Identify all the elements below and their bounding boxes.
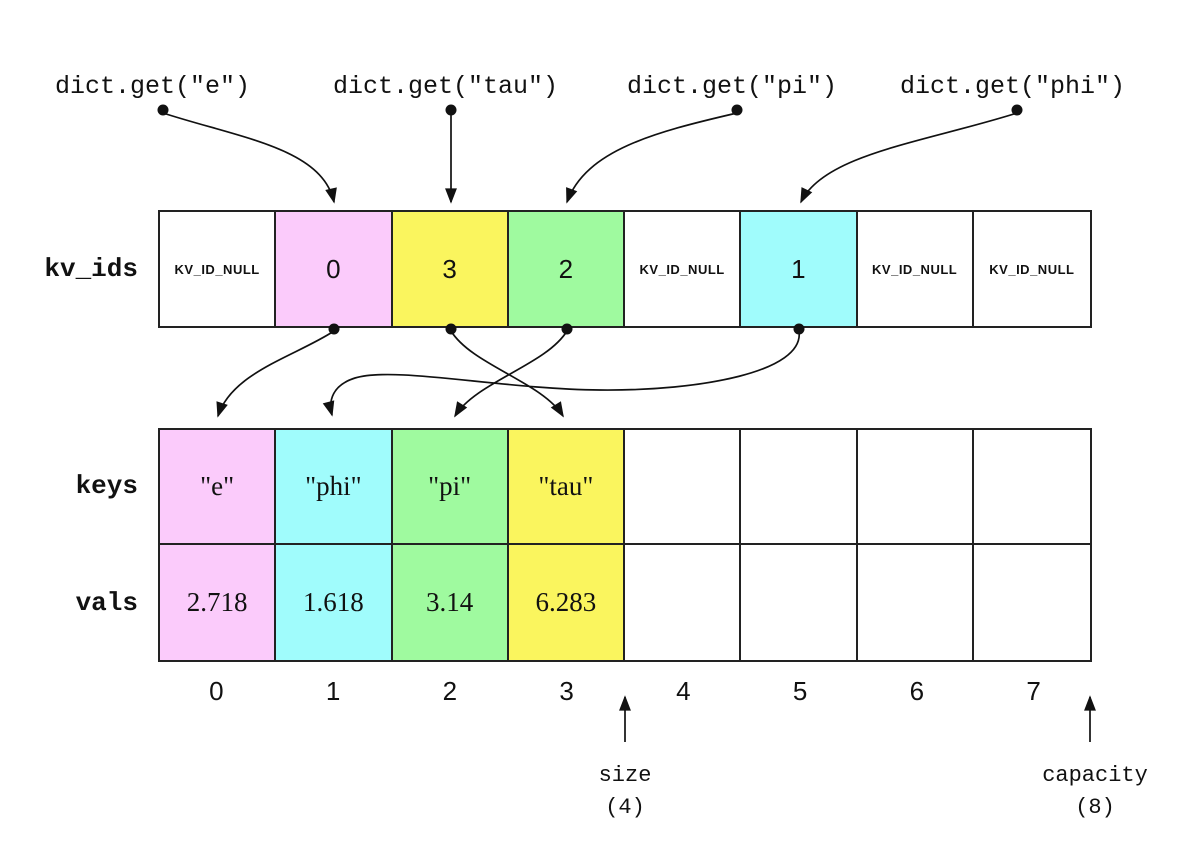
index-label-6: 6 bbox=[909, 676, 925, 706]
query-dot-phi bbox=[1011, 104, 1023, 116]
query-dot-e bbox=[157, 104, 169, 116]
keys-cell-1-value: "phi" bbox=[305, 471, 362, 501]
kv-ids-cell-2: 3 bbox=[392, 212, 509, 326]
kv-ids-row-label: kv_ids bbox=[44, 254, 138, 284]
index-label-7: 7 bbox=[1026, 676, 1041, 706]
query-label-phi: dict.get("phi") bbox=[900, 72, 1126, 101]
vals-cell-7 bbox=[973, 545, 1090, 660]
index-label-4: 4 bbox=[676, 676, 691, 706]
vals-cell-4 bbox=[625, 545, 742, 660]
keys-cell-7 bbox=[973, 430, 1090, 545]
keys-cell-2-value: "pi" bbox=[428, 471, 472, 501]
keys-vals-array: "e" "phi" "pi" "tau" 2.718 1.618 3.14 6.… bbox=[158, 428, 1092, 662]
size-label: size bbox=[598, 763, 652, 788]
keys-cell-0: "e" bbox=[160, 430, 277, 545]
kv-ids-cell-0-value: KV_ID_NULL bbox=[174, 261, 260, 277]
vals-cell-2-value: 3.14 bbox=[426, 587, 474, 617]
arrow-get-phi-to-slot-5 bbox=[800, 112, 1018, 204]
size-value: (4) bbox=[605, 795, 645, 820]
vals-cell-3-value: 6.283 bbox=[535, 587, 597, 617]
kv-ids-cell-0: KV_ID_NULL bbox=[160, 212, 277, 326]
vals-cell-1-value: 1.618 bbox=[303, 587, 364, 617]
query-dot-pi bbox=[731, 104, 743, 116]
query-label-pi: dict.get("pi") bbox=[627, 72, 838, 101]
vals-cell-3: 6.283 bbox=[508, 545, 625, 660]
index-label-2: 2 bbox=[442, 676, 458, 706]
vals-cell-0-value: 2.718 bbox=[186, 587, 248, 617]
index-label-5: 5 bbox=[792, 676, 808, 706]
size-annotation: size (4) bbox=[515, 760, 735, 824]
arrow-get-pi-to-slot-3 bbox=[566, 112, 738, 204]
keys-cell-0-value: "e" bbox=[200, 471, 235, 501]
keys-cell-3: "tau" bbox=[508, 430, 625, 545]
arrow-id-3-to-key-3 bbox=[450, 330, 564, 418]
vals-cell-1: 1.618 bbox=[276, 545, 393, 660]
kv-ids-cell-4-value: KV_ID_NULL bbox=[639, 261, 725, 277]
vals-cell-5 bbox=[741, 545, 858, 660]
keys-cell-3-value: "tau" bbox=[538, 471, 594, 501]
keys-cell-1: "phi" bbox=[276, 430, 393, 545]
keys-cell-5 bbox=[741, 430, 858, 545]
kv-ids-array: KV_ID_NULL 0 3 2 KV_ID_NULL 1 KV_ID_NULL… bbox=[158, 210, 1092, 328]
query-dot-tau bbox=[445, 104, 457, 116]
capacity-label: capacity bbox=[1042, 763, 1148, 788]
kv-ids-cell-7: KV_ID_NULL bbox=[973, 212, 1090, 326]
index-label-1: 1 bbox=[325, 676, 341, 706]
capacity-annotation: capacity (8) bbox=[985, 760, 1200, 824]
keys-cell-2: "pi" bbox=[392, 430, 509, 545]
kv-ids-cell-3-value: 2 bbox=[558, 253, 574, 284]
kv-ids-cell-2-value: 3 bbox=[442, 253, 457, 284]
kv-ids-cell-6-value: KV_ID_NULL bbox=[872, 261, 958, 277]
vals-cell-6 bbox=[857, 545, 974, 660]
kv-ids-cell-7-value: KV_ID_NULL bbox=[989, 261, 1075, 277]
vals-cell-2: 3.14 bbox=[392, 545, 509, 660]
index-label-0: 0 bbox=[209, 676, 224, 706]
arrow-id-2-to-key-2 bbox=[454, 330, 568, 418]
arrow-get-e-to-slot-1 bbox=[162, 112, 337, 204]
kv-ids-cell-1-value: 0 bbox=[326, 253, 341, 284]
vals-cell-0: 2.718 bbox=[160, 545, 277, 660]
index-label-3: 3 bbox=[559, 676, 574, 706]
kv-ids-cell-5-value: 1 bbox=[791, 253, 806, 284]
kv-ids-cell-4: KV_ID_NULL bbox=[625, 212, 742, 326]
capacity-value: (8) bbox=[1075, 795, 1115, 820]
arrow-id-0-to-key-0 bbox=[216, 330, 335, 418]
keys-cell-6 bbox=[857, 430, 974, 545]
kv-ids-cell-3: 2 bbox=[508, 212, 625, 326]
arrow-id-1-to-key-1 bbox=[322, 330, 800, 417]
query-label-tau: dict.get("tau") bbox=[333, 72, 559, 101]
kv-ids-cell-6: KV_ID_NULL bbox=[857, 212, 974, 326]
query-label-e: dict.get("e") bbox=[55, 72, 251, 101]
keys-cell-4 bbox=[625, 430, 742, 545]
kv-ids-cell-5: 1 bbox=[741, 212, 858, 326]
kv-ids-cell-1: 0 bbox=[276, 212, 393, 326]
index-row: 0 1 2 3 4 5 6 7 bbox=[158, 676, 1092, 707]
keys-row-label: keys bbox=[75, 471, 138, 501]
vals-row-label: vals bbox=[75, 588, 138, 618]
